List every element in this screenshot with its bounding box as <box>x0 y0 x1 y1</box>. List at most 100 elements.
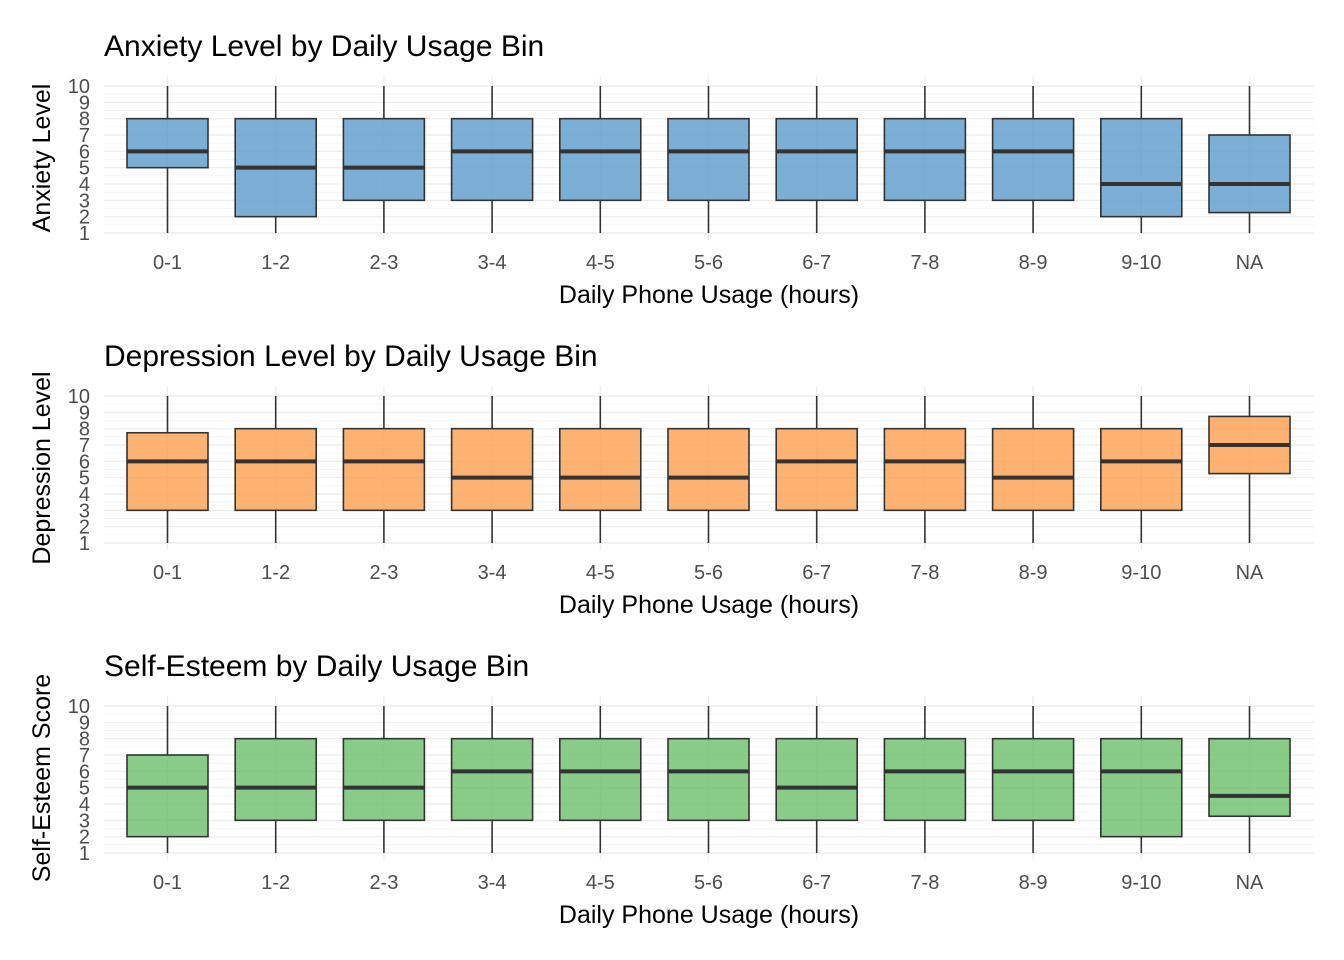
box-body <box>775 117 859 202</box>
x-axis-title: Daily Phone Usage (hours) <box>559 901 859 929</box>
box-body <box>450 117 534 202</box>
y-tick-label: 8 <box>79 109 90 131</box>
box-body <box>342 737 426 822</box>
x-tick-label: 4-5 <box>586 562 615 584</box>
x-tick-label: 3-4 <box>478 252 507 274</box>
box-4-5 <box>558 706 642 853</box>
y-tick-label: 2 <box>79 207 90 229</box>
x-tick-label: 0-1 <box>153 872 182 894</box>
y-tick-label: 2 <box>79 517 90 539</box>
box-body <box>342 427 426 512</box>
box-body <box>234 427 317 512</box>
y-axis-title: Anxiety Level <box>28 84 56 233</box>
box-0-1 <box>126 706 209 853</box>
box-body <box>126 431 209 512</box>
box-1-2 <box>234 706 317 853</box>
box-6-7 <box>775 86 859 233</box>
y-tick-label: 8 <box>79 419 90 441</box>
box-1-2 <box>234 396 317 543</box>
y-tick-label: 2 <box>79 827 90 849</box>
box-5-6 <box>667 396 750 543</box>
box-6-7 <box>775 706 859 853</box>
x-tick-label: 2-3 <box>369 252 398 274</box>
x-tick-label: 9-10 <box>1121 562 1161 584</box>
box-8-9 <box>991 86 1075 233</box>
x-tick-label: 8-9 <box>1019 252 1048 274</box>
chart-panel-0: Anxiety Level by Daily Usage Bin12345678… <box>28 30 1314 309</box>
box-body <box>126 117 209 169</box>
box-9-10 <box>1100 86 1183 233</box>
box-NA <box>1208 86 1291 233</box>
y-tick-label: 1 <box>79 533 90 555</box>
box-body <box>883 117 967 202</box>
box-2-3 <box>342 86 426 233</box>
box-body <box>1208 134 1291 214</box>
box-body <box>667 737 750 822</box>
x-tick-label: 3-4 <box>478 872 507 894</box>
box-1-2 <box>234 86 317 233</box>
box-3-4 <box>450 706 534 853</box>
box-0-1 <box>126 396 209 543</box>
x-tick-label: 4-5 <box>586 872 615 894</box>
box-body <box>991 427 1075 512</box>
x-tick-label: 7-8 <box>910 562 939 584</box>
x-tick-label: 0-1 <box>153 252 182 274</box>
x-tick-label: 4-5 <box>586 252 615 274</box>
y-tick-label: 7 <box>79 435 90 457</box>
y-tick-label: 8 <box>79 729 90 751</box>
x-tick-label: 6-7 <box>802 872 831 894</box>
box-NA <box>1208 706 1291 853</box>
y-tick-label: 5 <box>79 158 90 180</box>
x-tick-label: 5-6 <box>694 562 723 584</box>
box-body <box>558 117 642 202</box>
x-tick-label: 2-3 <box>369 872 398 894</box>
x-tick-label: NA <box>1236 562 1264 584</box>
box-4-5 <box>558 396 642 543</box>
box-NA <box>1208 396 1291 543</box>
y-tick-label: 10 <box>68 386 90 408</box>
y-tick-label: 5 <box>79 778 90 800</box>
box-2-3 <box>342 396 426 543</box>
box-body <box>667 117 750 202</box>
y-tick-label: 6 <box>79 761 90 783</box>
y-axis-title: Self-Esteem Score <box>28 674 56 882</box>
y-tick-label: 1 <box>79 223 90 245</box>
y-tick-label: 6 <box>79 451 90 473</box>
y-tick-label: 7 <box>79 745 90 767</box>
box-body <box>991 737 1075 822</box>
box-9-10 <box>1100 396 1183 543</box>
box-body <box>1100 427 1183 512</box>
y-tick-label: 4 <box>79 174 90 196</box>
box-body <box>450 737 534 822</box>
box-body <box>234 737 317 822</box>
box-body <box>1208 737 1291 818</box>
y-tick-label: 4 <box>79 484 90 506</box>
box-4-5 <box>558 86 642 233</box>
x-tick-label: 1-2 <box>261 252 290 274</box>
box-2-3 <box>342 706 426 853</box>
box-body <box>883 427 967 512</box>
y-tick-label: 9 <box>79 92 90 114</box>
box-body <box>558 427 642 512</box>
chart-title: Depression Level by Daily Usage Bin <box>104 340 598 373</box>
box-7-8 <box>883 396 967 543</box>
box-3-4 <box>450 86 534 233</box>
y-tick-label: 10 <box>68 696 90 718</box>
y-tick-label: 3 <box>79 500 90 522</box>
y-tick-label: 9 <box>79 712 90 734</box>
box-body <box>342 117 426 202</box>
y-tick-label: 7 <box>79 125 90 147</box>
chart-panel-2: Self-Esteem by Daily Usage Bin1234567891… <box>28 650 1314 929</box>
box-body <box>558 737 642 822</box>
y-tick-label: 3 <box>79 810 90 832</box>
x-tick-label: 1-2 <box>261 562 290 584</box>
x-tick-label: 7-8 <box>910 872 939 894</box>
y-axis-title: Depression Level <box>28 371 56 564</box>
x-tick-label: 1-2 <box>261 872 290 894</box>
box-9-10 <box>1100 706 1183 853</box>
box-5-6 <box>667 706 750 853</box>
chart-title: Self-Esteem by Daily Usage Bin <box>104 650 529 683</box>
